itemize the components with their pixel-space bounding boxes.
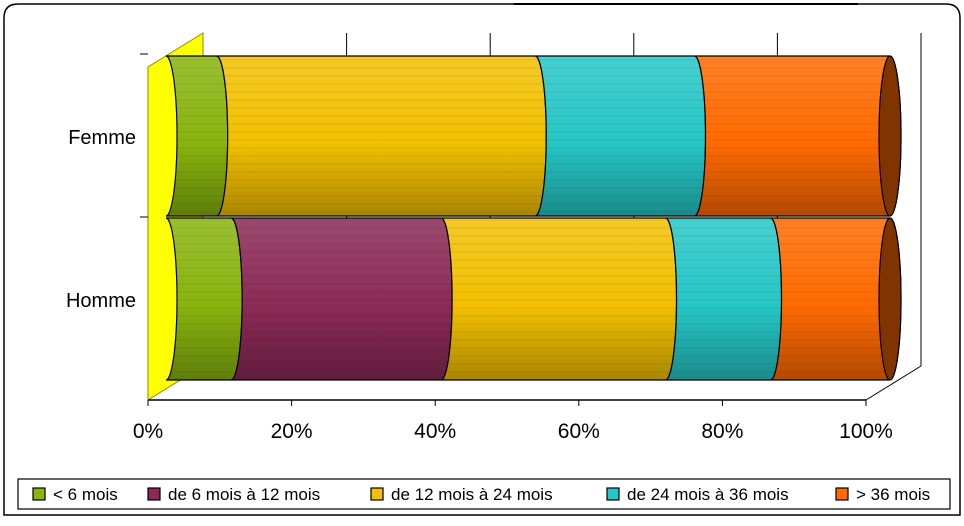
- title-underline: [514, 3, 858, 5]
- x-tick-label: 40%: [414, 420, 456, 443]
- bar-segment-texture: [231, 218, 453, 380]
- x-tick-label: 20%: [271, 420, 313, 443]
- legend-swatch: [32, 487, 46, 501]
- bar-end-cap: [878, 55, 902, 217]
- legend-box: [17, 478, 951, 510]
- legend-label: > 36 mois: [856, 485, 930, 504]
- category-label: Femme: [68, 127, 136, 149]
- bar-segment-texture: [441, 218, 677, 380]
- floor-edge: [865, 365, 922, 401]
- bar-segment-texture: [216, 56, 547, 216]
- legend-swatch: [606, 487, 620, 501]
- legend-label: < 6 mois: [53, 485, 118, 504]
- category-label: Homme: [66, 290, 136, 312]
- bar-segment-texture: [166, 218, 243, 380]
- x-tick-label: 100%: [839, 420, 893, 443]
- legend-swatch: [835, 487, 849, 501]
- bar-segment-texture: [166, 56, 228, 216]
- x-tick-label: 0%: [133, 420, 163, 443]
- bar-segment-texture: [694, 56, 901, 216]
- bar-segment-texture: [770, 218, 901, 380]
- x-tick-label: 80%: [701, 420, 743, 443]
- bar-segment-texture: [665, 218, 782, 380]
- legend-label: de 6 mois à 12 mois: [168, 485, 320, 504]
- x-tick-label: 60%: [558, 420, 600, 443]
- legend-label: de 24 mois à 36 mois: [627, 485, 789, 504]
- bar-end-cap: [878, 217, 902, 381]
- legend-swatch: [370, 487, 384, 501]
- legend-label: de 12 mois à 24 mois: [391, 485, 553, 504]
- bar-segment-texture: [535, 56, 706, 216]
- legend-swatch: [147, 487, 161, 501]
